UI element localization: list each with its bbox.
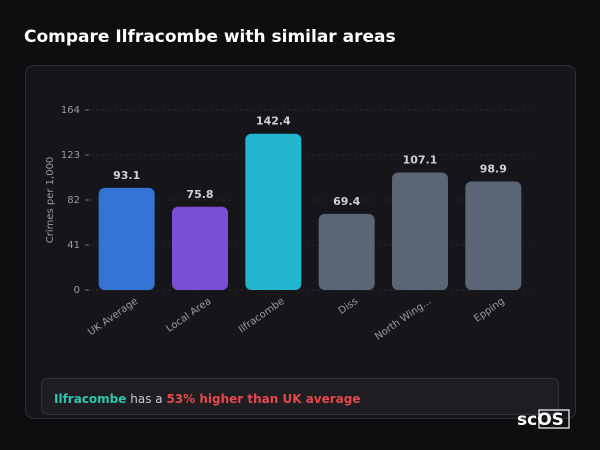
- page-title: Compare Ilfracombe with similar areas: [24, 27, 396, 47]
- bar: [465, 181, 522, 290]
- value-label: 75.8: [186, 188, 213, 201]
- callout-box: [41, 378, 559, 415]
- bar: [172, 206, 228, 290]
- value-label: 93.1: [113, 169, 140, 182]
- y-tick-label: 41: [67, 240, 80, 251]
- value-label: 142.4: [256, 115, 291, 128]
- callout-text: has a: [130, 392, 162, 406]
- callout: Ilfracombe has a 53% higher than UK aver…: [54, 392, 361, 406]
- value-label: 98.9: [480, 162, 507, 175]
- logo: scOS: [517, 410, 564, 430]
- y-tick-label: 123: [61, 150, 80, 161]
- bar: [392, 172, 448, 290]
- logo-frame: [538, 409, 570, 429]
- bar: [98, 187, 155, 290]
- y-axis-label: Crimes per 1,000: [45, 157, 56, 244]
- callout-highlight: 53% higher than UK average: [166, 392, 360, 406]
- value-label: 69.4: [333, 195, 360, 208]
- callout-place: Ilfracombe: [54, 392, 126, 406]
- y-tick-label: 0: [74, 285, 80, 296]
- y-tick-label: 164: [61, 105, 80, 116]
- value-label: 107.1: [403, 153, 438, 166]
- bar: [245, 133, 302, 290]
- bar: [318, 213, 375, 290]
- y-tick-label: 82: [67, 195, 80, 206]
